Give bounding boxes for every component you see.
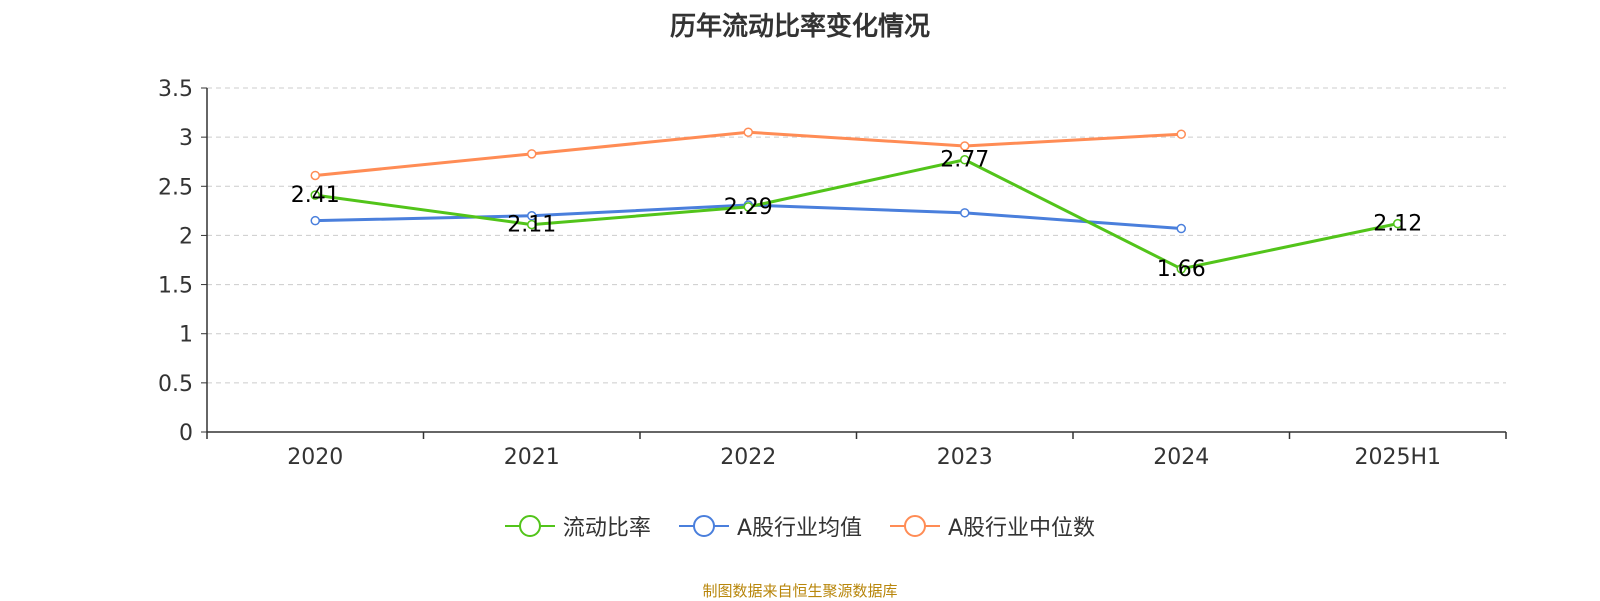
- y-tick-label: 2.5: [158, 175, 193, 200]
- series-line-0: [315, 158, 1399, 271]
- data-label: 1.66: [1157, 257, 1206, 282]
- legend-label: A股行业均值: [736, 516, 862, 541]
- source-note: 制图数据来自恒生聚源数据库: [702, 582, 898, 600]
- series-line-2: [315, 130, 1182, 177]
- x-tick-label: 2025H1: [1354, 445, 1441, 470]
- legend-item[interactable]: A股行业中位数: [890, 510, 1095, 542]
- x-tick-label: 2023: [937, 445, 993, 470]
- data-point[interactable]: [1176, 264, 1186, 274]
- data-point[interactable]: [1393, 218, 1403, 229]
- y-tick-label: 1.5: [158, 274, 193, 299]
- y-tick-label: 3.5: [158, 77, 193, 102]
- data-label: 2.11: [507, 213, 556, 238]
- x-tick-label: 2024: [1153, 445, 1209, 470]
- legend: 流动比率 A股行业均值 A股行业中位数: [0, 510, 1600, 542]
- data-label: 2.77: [940, 148, 989, 173]
- data-point[interactable]: [310, 215, 320, 226]
- x-tick-label: 2021: [504, 445, 560, 470]
- y-tick-label: 1: [179, 323, 193, 348]
- y-tick-label: 3: [179, 126, 193, 151]
- data-point[interactable]: [527, 219, 537, 230]
- x-tick-label: 2020: [287, 445, 343, 470]
- data-point[interactable]: [310, 190, 320, 200]
- legend-line-circle-icon: [504, 515, 555, 537]
- data-point[interactable]: [1176, 223, 1186, 234]
- data-point[interactable]: [960, 208, 970, 218]
- legend-item[interactable]: A股行业均值: [678, 510, 862, 542]
- data-point[interactable]: [960, 154, 970, 165]
- data-point[interactable]: [1176, 129, 1186, 139]
- x-tick-label: 2022: [720, 445, 776, 470]
- chart-title: 历年流动比率变化情况: [669, 12, 930, 42]
- y-tick-label: 0: [179, 421, 193, 446]
- y-tick-label: 0.5: [158, 372, 193, 397]
- data-label: 2.41: [291, 183, 340, 208]
- data-point[interactable]: [310, 170, 320, 181]
- data-point[interactable]: [743, 202, 753, 212]
- data-point[interactable]: [743, 127, 753, 137]
- legend-item[interactable]: 流动比率: [504, 510, 651, 542]
- data-point[interactable]: [527, 149, 537, 159]
- data-point[interactable]: [960, 141, 970, 151]
- legend-line-circle-icon: [890, 515, 940, 537]
- y-tick-label: 2: [179, 224, 193, 249]
- legend-label: A股行业中位数: [948, 516, 1096, 541]
- data-label: 2.29: [724, 195, 773, 220]
- data-point[interactable]: [527, 211, 537, 221]
- data-label: 2.12: [1373, 212, 1422, 237]
- legend-label: 流动比率: [562, 516, 651, 541]
- legend-line-circle-icon: [678, 515, 729, 537]
